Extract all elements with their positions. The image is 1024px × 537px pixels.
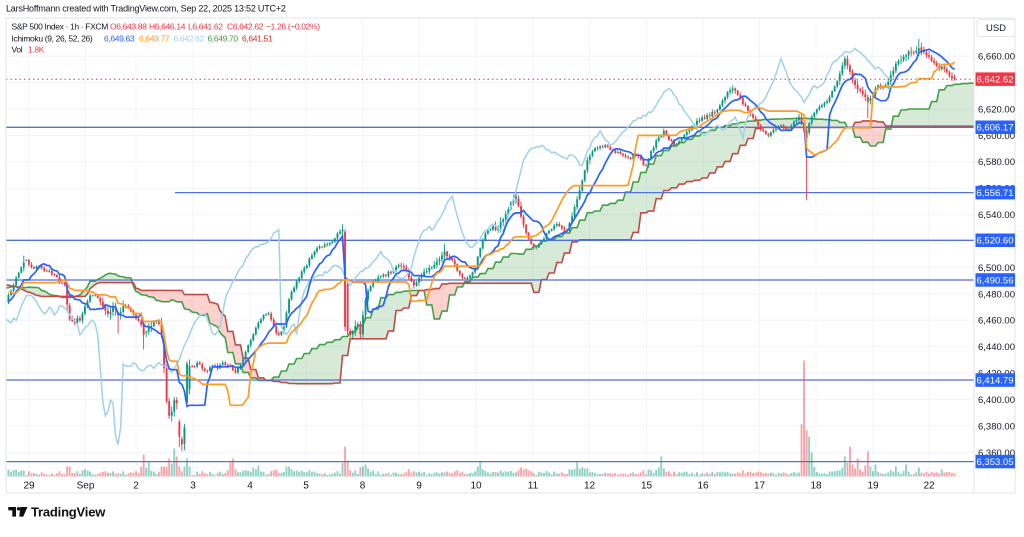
svg-text:6,414.79: 6,414.79 (977, 375, 1014, 386)
svg-text:3: 3 (190, 481, 196, 492)
svg-text:19: 19 (867, 481, 879, 492)
svg-text:6,606.17: 6,606.17 (977, 123, 1014, 134)
svg-text:S&P 500 Index · 1h · FXCM: S&P 500 Index · 1h · FXCM (12, 22, 109, 32)
svg-text:LarsHoffmann created with Trad: LarsHoffmann created with TradingView.co… (6, 4, 286, 14)
svg-text:C6,642.62: C6,642.62 (227, 22, 264, 32)
svg-text:12: 12 (584, 481, 596, 492)
svg-text:10: 10 (470, 481, 482, 492)
svg-text:6,520.60: 6,520.60 (977, 236, 1014, 247)
svg-text:6,642.62: 6,642.62 (174, 34, 205, 44)
svg-text:6,660.00: 6,660.00 (978, 52, 1015, 63)
svg-text:16: 16 (697, 481, 709, 492)
svg-text:O6,643.88: O6,643.88 (110, 22, 147, 32)
svg-text:−1.26 (−0.02%): −1.26 (−0.02%) (266, 22, 320, 32)
svg-text:8: 8 (360, 481, 366, 492)
svg-text:22: 22 (923, 481, 935, 492)
svg-text:11: 11 (528, 481, 539, 492)
svg-text:6,360.00: 6,360.00 (978, 448, 1015, 459)
svg-text:Ichimoku (9, 26, 52, 26): Ichimoku (9, 26, 52, 26) (12, 34, 93, 44)
svg-text:17: 17 (754, 481, 766, 492)
svg-text:6,649.77: 6,649.77 (139, 34, 170, 44)
svg-text:H6,646.14: H6,646.14 (149, 22, 186, 32)
svg-text:15: 15 (641, 481, 653, 492)
svg-text:6,649.70: 6,649.70 (208, 34, 239, 44)
svg-text:6,480.00: 6,480.00 (978, 289, 1015, 300)
svg-text:6,380.00: 6,380.00 (978, 421, 1015, 432)
svg-text:6,556.71: 6,556.71 (977, 188, 1014, 199)
svg-text:L6,641.62: L6,641.62 (188, 22, 223, 32)
svg-text:6,580.00: 6,580.00 (978, 157, 1015, 168)
svg-text:6,620.00: 6,620.00 (978, 104, 1015, 115)
svg-text:6,440.00: 6,440.00 (978, 342, 1015, 353)
svg-text:Vol: Vol (12, 45, 23, 55)
svg-text:TradingView: TradingView (31, 505, 106, 520)
svg-text:6,641.51: 6,641.51 (242, 34, 273, 44)
svg-text:29: 29 (23, 481, 35, 492)
svg-text:5: 5 (303, 481, 309, 492)
svg-text:6,600.00: 6,600.00 (978, 131, 1015, 142)
svg-text:6,649.63: 6,649.63 (104, 34, 135, 44)
svg-text:9: 9 (416, 481, 422, 492)
svg-text:6,460.00: 6,460.00 (978, 316, 1015, 327)
svg-text:6,500.00: 6,500.00 (978, 263, 1015, 274)
svg-text:1.8K: 1.8K (28, 45, 45, 55)
svg-text:2: 2 (133, 481, 139, 492)
svg-text:6,642.62: 6,642.62 (977, 75, 1014, 86)
svg-text:6,400.00: 6,400.00 (978, 395, 1015, 406)
svg-text:Sep: Sep (77, 481, 95, 492)
svg-text:18: 18 (810, 481, 822, 492)
svg-text:USD: USD (986, 23, 1006, 34)
svg-text:4: 4 (247, 481, 253, 492)
svg-text:6,540.00: 6,540.00 (978, 210, 1015, 221)
svg-text:6,353.05: 6,353.05 (977, 457, 1014, 468)
svg-text:6,490.56: 6,490.56 (977, 275, 1014, 286)
